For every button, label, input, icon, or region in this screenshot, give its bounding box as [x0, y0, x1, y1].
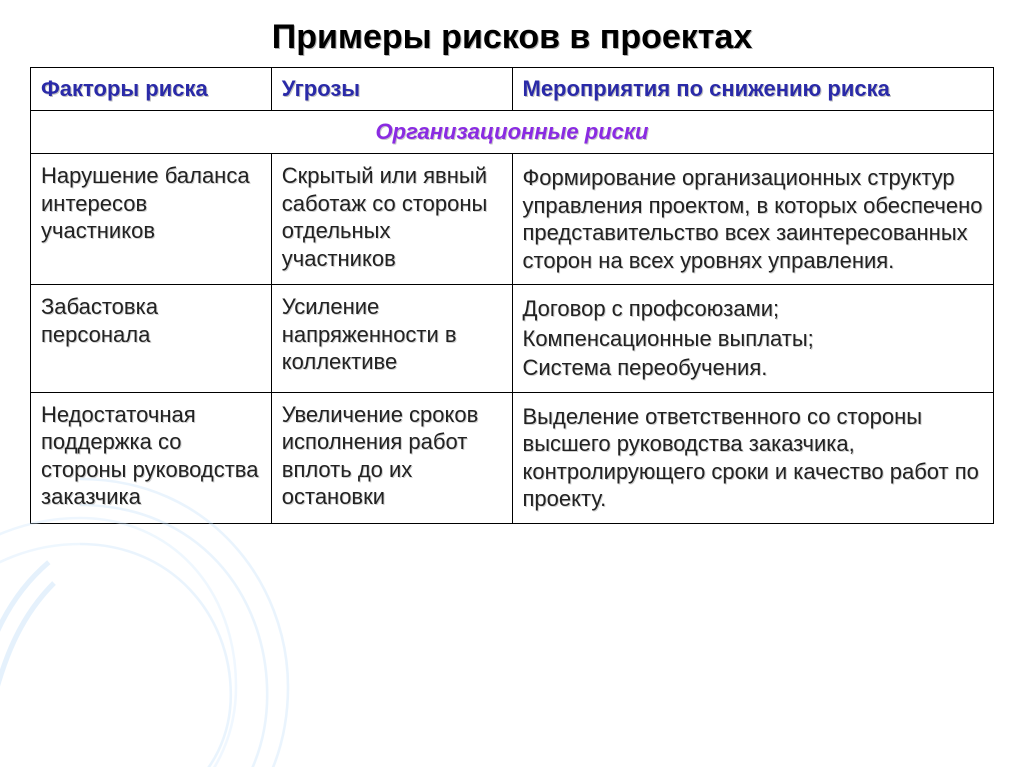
table-section-row: Организационные риски [31, 111, 994, 154]
mitigation-line: Компенсационные выплаты; [523, 325, 984, 353]
mitigation-line: Формирование организационных структур уп… [523, 164, 984, 274]
cell-mitigation: Формирование организационных структур уп… [512, 154, 994, 285]
header-factors: Факторы риска [31, 68, 272, 111]
table-header-row: Факторы риска Угрозы Мероприятия по сниж… [31, 68, 994, 111]
cell-factor: Недостаточная поддержка со стороны руков… [31, 392, 272, 523]
slide: Примеры рисков в проектах Факторы риска … [0, 0, 1024, 767]
cell-factor: Нарушение баланса интересов участников [31, 154, 272, 285]
table-row: Недостаточная поддержка со стороны руков… [31, 392, 994, 523]
section-label: Организационные риски [31, 111, 994, 154]
table-row: Нарушение баланса интересов участников С… [31, 154, 994, 285]
mitigation-line: Выделение ответственного со стороны высш… [523, 403, 984, 513]
mitigation-line: Система переобучения. [523, 354, 984, 382]
cell-mitigation: Договор с профсоюзами;Компенсационные вы… [512, 285, 994, 393]
risk-table: Факторы риска Угрозы Мероприятия по сниж… [30, 67, 994, 524]
slide-title: Примеры рисков в проектах [30, 18, 994, 57]
cell-threat: Скрытый или явный саботаж со стороны отд… [271, 154, 512, 285]
cell-mitigation: Выделение ответственного со стороны высш… [512, 392, 994, 523]
header-threats: Угрозы [271, 68, 512, 111]
cell-threat: Усиление напряженности в коллективе [271, 285, 512, 393]
cell-factor: Забастовка персонала [31, 285, 272, 393]
header-mitigation: Мероприятия по снижению риска [512, 68, 994, 111]
table-row: Забастовка персонала Усиление напряженно… [31, 285, 994, 393]
cell-threat: Увеличение сроков исполнения работ вплот… [271, 392, 512, 523]
mitigation-line: Договор с профсоюзами; [523, 295, 984, 323]
